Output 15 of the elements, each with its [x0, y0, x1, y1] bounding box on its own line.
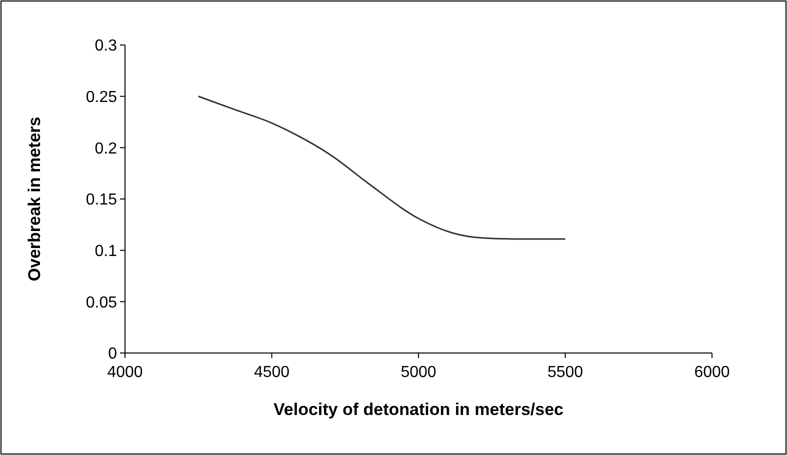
y-axis-title: Overbreak in meters	[25, 116, 44, 282]
y-tick-label: 0.1	[94, 242, 118, 260]
y-tick-label: 0	[108, 346, 118, 363]
x-tick-label: 4500	[254, 364, 290, 381]
y-tick-label: 0.05	[86, 294, 118, 312]
y-tick-label: 0.25	[86, 88, 118, 106]
x-tick-label: 4000	[107, 364, 143, 381]
x-axis-title: Velocity of detonation in meters/sec	[273, 400, 564, 419]
x-tick-label: 5500	[547, 364, 584, 381]
line-series	[198, 96, 566, 240]
y-tick-label: 0.15	[86, 192, 118, 209]
x-tick-label: 5000	[400, 364, 436, 381]
x-tick-label: 6000	[694, 364, 730, 381]
y-tick-label: 0.2	[94, 140, 118, 158]
y-tick-label: 0.3	[94, 38, 118, 55]
